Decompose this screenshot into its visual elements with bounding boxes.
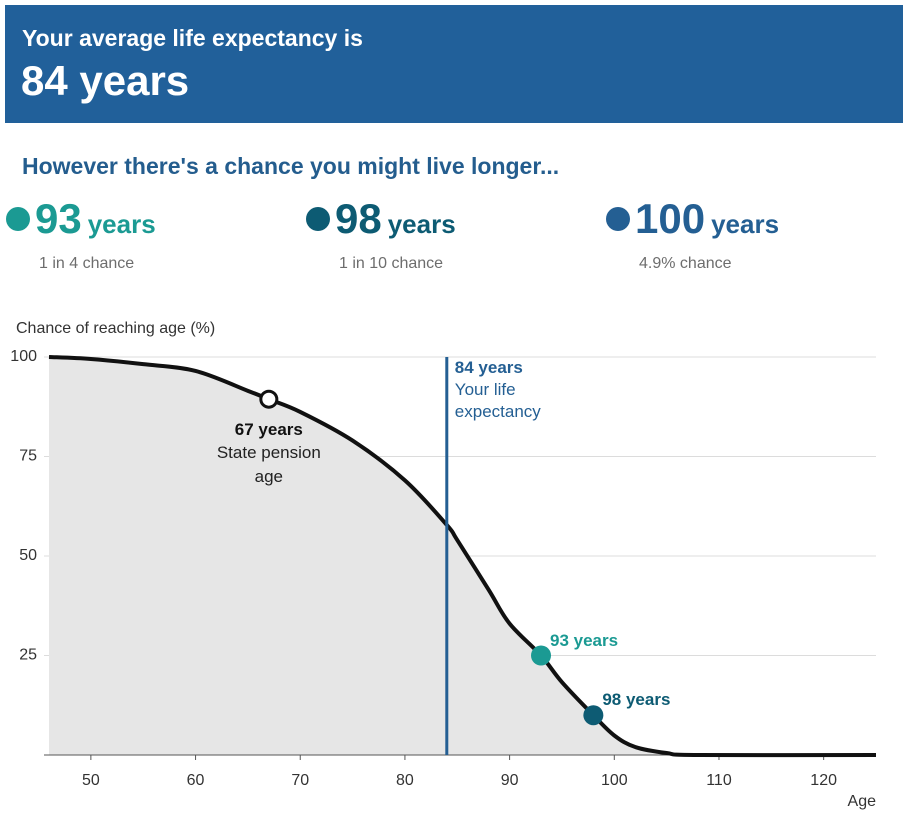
- x-tick-label: 90: [501, 772, 519, 789]
- y-tick-label: 100: [10, 348, 37, 365]
- y-tick-label: 50: [19, 547, 37, 564]
- stat-number: 100 years: [635, 195, 779, 243]
- header-value: 84 years: [21, 57, 190, 104]
- reference-label: 84 years: [454, 358, 523, 377]
- stat-chance: 1 in 4 chance: [39, 255, 135, 272]
- x-tick-label: 70: [291, 772, 309, 789]
- x-tick-label: 100: [601, 772, 628, 789]
- x-tick-label: 80: [396, 772, 414, 789]
- stat-dot: [306, 207, 330, 231]
- stat-chance: 1 in 10 chance: [339, 255, 444, 272]
- stat-value: 98: [335, 195, 382, 242]
- stat-number: 98 years: [335, 195, 456, 243]
- stat-chance: 4.9% chance: [639, 255, 732, 272]
- annotation-note: State pension age: [216, 443, 321, 487]
- stat: 100 years 4.9% chance: [606, 195, 896, 285]
- stat: 98 years 1 in 10 chance: [306, 195, 596, 285]
- reference-text: Your life expectancy: [454, 380, 541, 421]
- marker: [531, 645, 552, 666]
- stat-value: 100: [635, 195, 706, 242]
- stat-dot: [6, 207, 30, 231]
- annotation-label: 93 years: [550, 630, 619, 650]
- y-tick-label: 75: [19, 448, 37, 465]
- x-tick-label: 60: [187, 772, 205, 789]
- subtitle: However there's a chance you might live …: [22, 153, 560, 179]
- stat-unit: years: [387, 209, 456, 239]
- stat: 93 years 1 in 4 chance: [6, 195, 296, 285]
- stat-number: 93 years: [35, 195, 156, 243]
- header-title: Your average life expectancy is: [22, 25, 363, 51]
- line: [48, 355, 877, 758]
- stat-unit: years: [711, 209, 780, 239]
- stat-value: 93: [35, 195, 82, 242]
- marker: [259, 389, 279, 409]
- annotation-label: 67 years: [234, 420, 303, 440]
- header: Your average life expectancy is 84 years: [5, 5, 903, 123]
- x-tick-label: 110: [706, 772, 732, 789]
- stat-dot: [606, 207, 630, 231]
- stat-unit: years: [87, 209, 156, 239]
- marker: [583, 705, 604, 726]
- x-tick-label: 50: [82, 772, 100, 789]
- area: [49, 357, 876, 755]
- x-axis-label: Age: [848, 793, 877, 810]
- y-tick-label: 25: [19, 647, 37, 664]
- x-tick-label: 120: [810, 772, 837, 789]
- annotation-label: 98 years: [602, 690, 671, 710]
- y-axis-label: Chance of reaching age (%): [16, 320, 215, 337]
